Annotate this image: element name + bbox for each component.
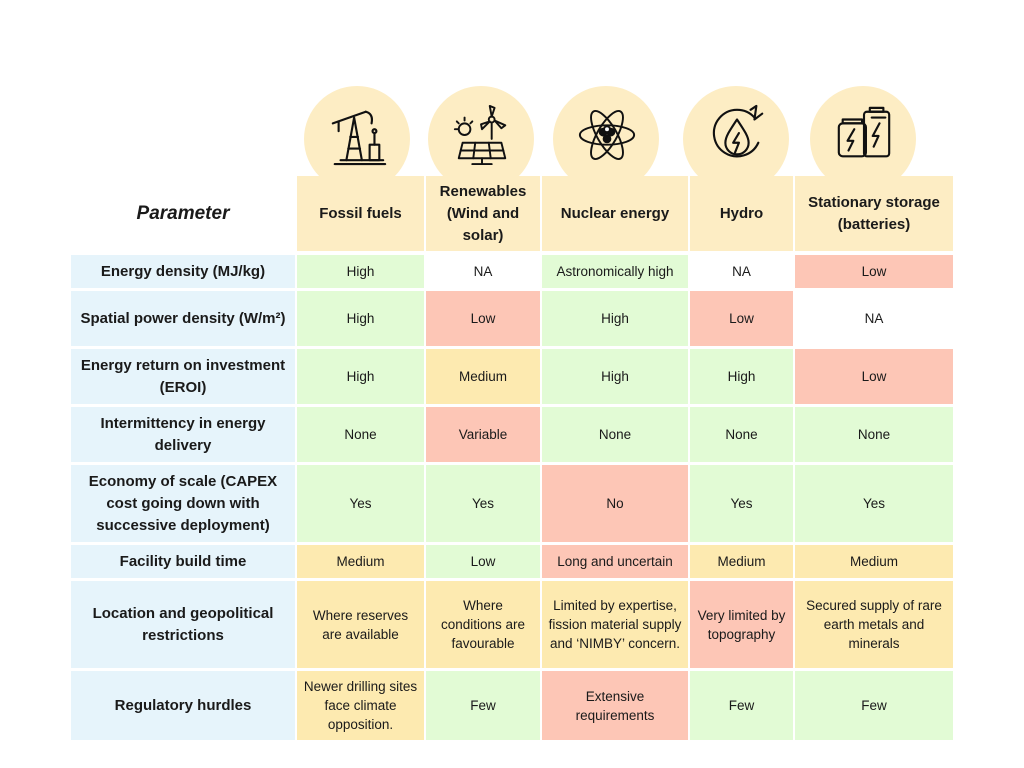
cell-hydro: Few bbox=[690, 671, 793, 740]
storage-icon-badge bbox=[810, 86, 916, 192]
parameter-label: Energy return on investment (EROI) bbox=[71, 349, 295, 404]
cell-storage: Secured supply of rare earth metals and … bbox=[795, 581, 953, 668]
column-header-storage: Stationary storage (batteries) bbox=[795, 176, 953, 251]
parameter-label: Economy of scale (CAPEX cost going down … bbox=[71, 465, 295, 542]
cell-nuclear: Extensive requirements bbox=[542, 671, 688, 740]
hydro-icon bbox=[712, 104, 764, 158]
cell-hydro: High bbox=[690, 349, 793, 404]
cell-renewables: Where conditions are favourable bbox=[426, 581, 540, 668]
cell-storage: Yes bbox=[795, 465, 953, 542]
oil-pump-icon bbox=[331, 110, 387, 166]
parameter-label: Intermittency in energy delivery bbox=[71, 407, 295, 462]
cell-renewables: Few bbox=[426, 671, 540, 740]
cell-fossil-fuels: High bbox=[297, 349, 424, 404]
nuclear-icon-badge bbox=[553, 86, 659, 192]
fossil-fuels-icon-badge bbox=[304, 86, 410, 192]
parameter-label: Facility build time bbox=[71, 545, 295, 578]
cell-hydro: NA bbox=[690, 255, 793, 288]
cell-nuclear: No bbox=[542, 465, 688, 542]
cell-renewables: Medium bbox=[426, 349, 540, 404]
hydro-icon-badge bbox=[683, 86, 789, 192]
cell-nuclear: High bbox=[542, 291, 688, 346]
column-header-fossil-fuels: Fossil fuels bbox=[297, 176, 424, 251]
cell-storage: Low bbox=[795, 349, 953, 404]
parameter-header: Parameter bbox=[136, 203, 230, 224]
cell-storage: None bbox=[795, 407, 953, 462]
parameter-label: Spatial power density (W/m²) bbox=[71, 291, 295, 346]
cell-storage: Few bbox=[795, 671, 953, 740]
cell-hydro: None bbox=[690, 407, 793, 462]
column-header-hydro: Hydro bbox=[690, 176, 793, 251]
cell-fossil-fuels: Where reserves are available bbox=[297, 581, 424, 668]
cell-renewables: Low bbox=[426, 545, 540, 578]
renewables-icon-badge bbox=[428, 86, 534, 192]
atom-icon bbox=[578, 110, 636, 160]
parameter-label: Energy density (MJ/kg) bbox=[71, 255, 295, 288]
cell-fossil-fuels: Newer drilling sites face climate opposi… bbox=[297, 671, 424, 740]
cell-fossil-fuels: High bbox=[297, 291, 424, 346]
parameter-label: Regulatory hurdles bbox=[71, 671, 295, 740]
cell-storage: NA bbox=[795, 291, 953, 346]
cell-renewables: Yes bbox=[426, 465, 540, 542]
cell-nuclear: Limited by expertise, fission material s… bbox=[542, 581, 688, 668]
cell-renewables: NA bbox=[426, 255, 540, 288]
cell-hydro: Low bbox=[690, 291, 793, 346]
parameter-label: Location and geopolitical restrictions bbox=[71, 581, 295, 668]
column-header-renewables: Renewables (Wind and solar) bbox=[426, 176, 540, 251]
cell-hydro: Very limited by topography bbox=[690, 581, 793, 668]
wind-solar-icon bbox=[453, 104, 507, 166]
cell-nuclear: Astronomically high bbox=[542, 255, 688, 288]
cell-fossil-fuels: High bbox=[297, 255, 424, 288]
cell-nuclear: Long and uncertain bbox=[542, 545, 688, 578]
cell-hydro: Yes bbox=[690, 465, 793, 542]
cell-hydro: Medium bbox=[690, 545, 793, 578]
column-header-nuclear: Nuclear energy bbox=[542, 176, 688, 251]
cell-fossil-fuels: Yes bbox=[297, 465, 424, 542]
cell-storage: Low bbox=[795, 255, 953, 288]
cell-nuclear: None bbox=[542, 407, 688, 462]
cell-fossil-fuels: Medium bbox=[297, 545, 424, 578]
battery-icon bbox=[837, 106, 891, 158]
cell-storage: Medium bbox=[795, 545, 953, 578]
cell-nuclear: High bbox=[542, 349, 688, 404]
cell-renewables: Variable bbox=[426, 407, 540, 462]
cell-fossil-fuels: None bbox=[297, 407, 424, 462]
cell-renewables: Low bbox=[426, 291, 540, 346]
